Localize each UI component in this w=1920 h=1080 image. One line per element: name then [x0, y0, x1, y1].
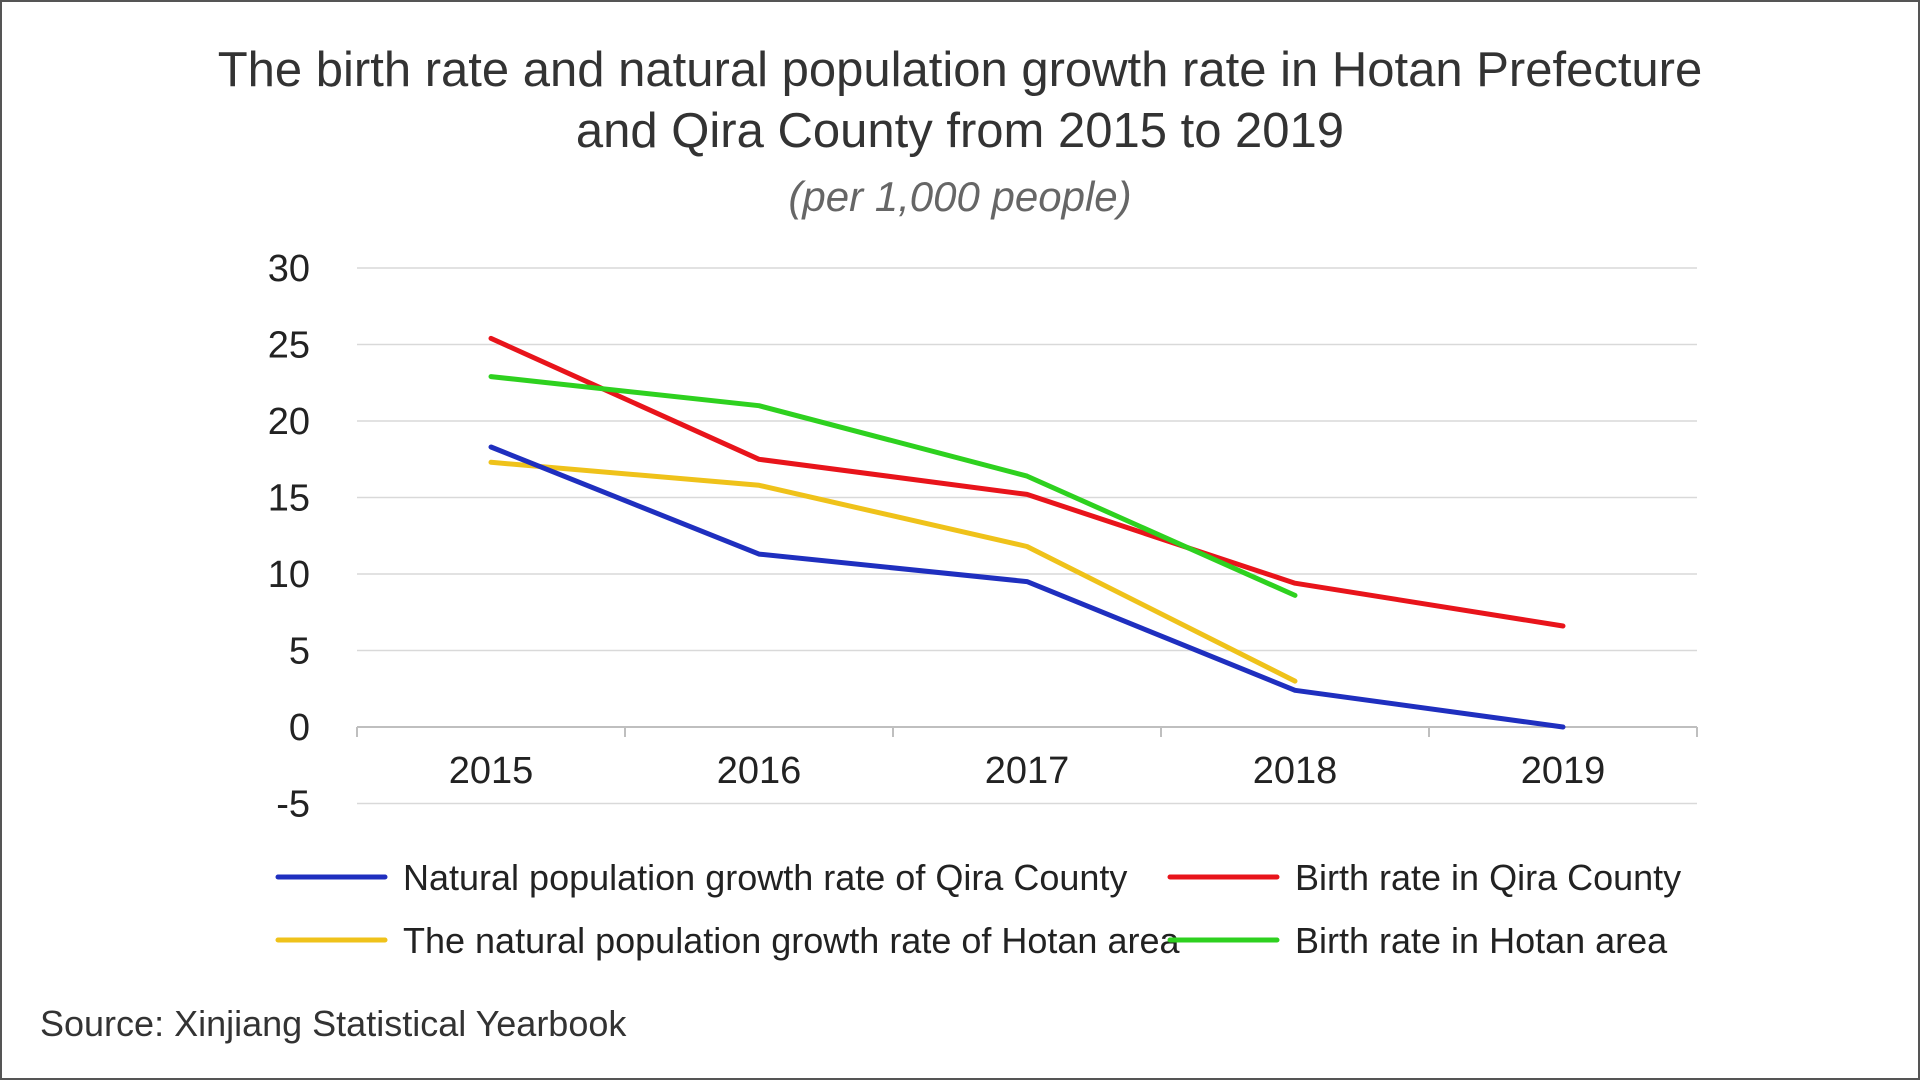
legend-label: Birth rate in Hotan area [1295, 920, 1668, 961]
legend-item: The natural population growth rate of Ho… [275, 920, 1180, 961]
chart-title-line-1: The birth rate and natural population gr… [217, 43, 1703, 97]
legend-label: Birth rate in Qira County [1295, 857, 1681, 898]
x-tick-label: 2016 [717, 750, 802, 792]
chart-title-line-2: and Qira County from 2015 to 2019 [575, 104, 1345, 158]
y-tick-label: 30 [268, 248, 310, 290]
gridlines [357, 267, 1697, 805]
y-tick-label: 15 [268, 478, 310, 520]
y-tick-label: 20 [268, 401, 310, 443]
legend-label: The natural population growth rate of Ho… [403, 920, 1180, 961]
y-tick-label: 25 [268, 325, 310, 367]
x-tick-label: 2017 [985, 750, 1070, 792]
x-tick-label: 2015 [449, 750, 534, 792]
y-axis-tick-labels: 30 25 20 15 10 5 0 -5 [268, 248, 310, 826]
legend: Natural population growth rate of Qira C… [275, 857, 1681, 961]
series-line-0 [488, 444, 1566, 730]
legend-item: Birth rate in Qira County [1167, 857, 1681, 898]
legend-item: Birth rate in Hotan area [1167, 920, 1668, 961]
x-axis: 2015 2016 2017 2018 2019 [356, 726, 1698, 792]
legend-label: Natural population growth rate of Qira C… [403, 857, 1127, 898]
y-tick-label: -5 [276, 784, 310, 826]
y-tick-label: 10 [268, 554, 310, 596]
x-tick-label: 2018 [1253, 750, 1338, 792]
series-line-3 [488, 374, 1298, 598]
chart-subtitle: (per 1,000 people) [788, 173, 1132, 220]
legend-item: Natural population growth rate of Qira C… [275, 857, 1127, 898]
x-tick-label: 2019 [1521, 750, 1606, 792]
y-tick-label: 5 [289, 631, 310, 673]
y-tick-label: 0 [289, 707, 310, 749]
series-line-2 [488, 459, 1298, 684]
series-lines [488, 335, 1566, 730]
source-note: Source: Xinjiang Statistical Yearbook [40, 1003, 627, 1044]
